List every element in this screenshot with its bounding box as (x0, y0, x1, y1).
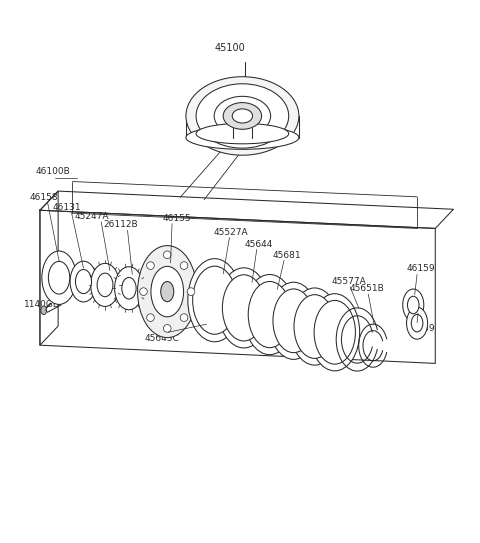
Ellipse shape (294, 295, 336, 358)
Text: 45643C: 45643C (144, 334, 179, 343)
Ellipse shape (232, 109, 252, 123)
Circle shape (146, 262, 154, 269)
Ellipse shape (218, 268, 270, 348)
Ellipse shape (91, 263, 120, 306)
Ellipse shape (314, 300, 355, 364)
Ellipse shape (138, 245, 197, 338)
Ellipse shape (403, 289, 424, 321)
Circle shape (180, 262, 188, 269)
Ellipse shape (186, 126, 299, 149)
Circle shape (163, 251, 171, 258)
Text: 26112B: 26112B (104, 220, 138, 229)
Text: 46159: 46159 (406, 324, 435, 333)
Text: 45644: 45644 (245, 239, 273, 249)
Ellipse shape (196, 123, 288, 144)
Text: 45651B: 45651B (349, 284, 384, 293)
Ellipse shape (222, 275, 265, 341)
Ellipse shape (42, 251, 76, 305)
Text: 1140GD: 1140GD (24, 300, 60, 308)
Text: 45247A: 45247A (75, 212, 109, 221)
Ellipse shape (407, 307, 428, 339)
Ellipse shape (161, 281, 174, 302)
Ellipse shape (244, 275, 296, 355)
Text: 46131: 46131 (52, 203, 81, 212)
Circle shape (163, 325, 171, 332)
Ellipse shape (411, 314, 423, 332)
Circle shape (180, 314, 188, 321)
Text: 45577A: 45577A (332, 277, 367, 286)
Ellipse shape (290, 288, 339, 365)
Circle shape (146, 314, 154, 321)
Ellipse shape (192, 266, 237, 334)
Ellipse shape (122, 277, 136, 299)
Text: 45681: 45681 (273, 250, 301, 260)
Text: 46158: 46158 (29, 193, 58, 201)
Ellipse shape (186, 77, 299, 155)
Text: 45100: 45100 (215, 43, 246, 53)
Ellipse shape (41, 306, 47, 314)
Ellipse shape (151, 267, 183, 317)
Circle shape (140, 288, 147, 295)
Ellipse shape (97, 273, 113, 296)
Circle shape (187, 288, 195, 295)
Text: 46155: 46155 (162, 214, 191, 223)
Ellipse shape (408, 296, 419, 314)
Ellipse shape (48, 261, 70, 294)
Text: 46159: 46159 (406, 264, 435, 274)
Ellipse shape (70, 261, 97, 302)
Ellipse shape (75, 269, 92, 294)
Text: 45527A: 45527A (214, 228, 248, 237)
Ellipse shape (196, 84, 288, 148)
Ellipse shape (310, 294, 360, 371)
Ellipse shape (188, 258, 241, 342)
Ellipse shape (273, 289, 314, 352)
Ellipse shape (248, 281, 291, 348)
Ellipse shape (115, 267, 144, 310)
Ellipse shape (214, 96, 271, 136)
Ellipse shape (223, 103, 262, 129)
Text: 46100B: 46100B (35, 167, 70, 176)
Ellipse shape (269, 282, 319, 359)
